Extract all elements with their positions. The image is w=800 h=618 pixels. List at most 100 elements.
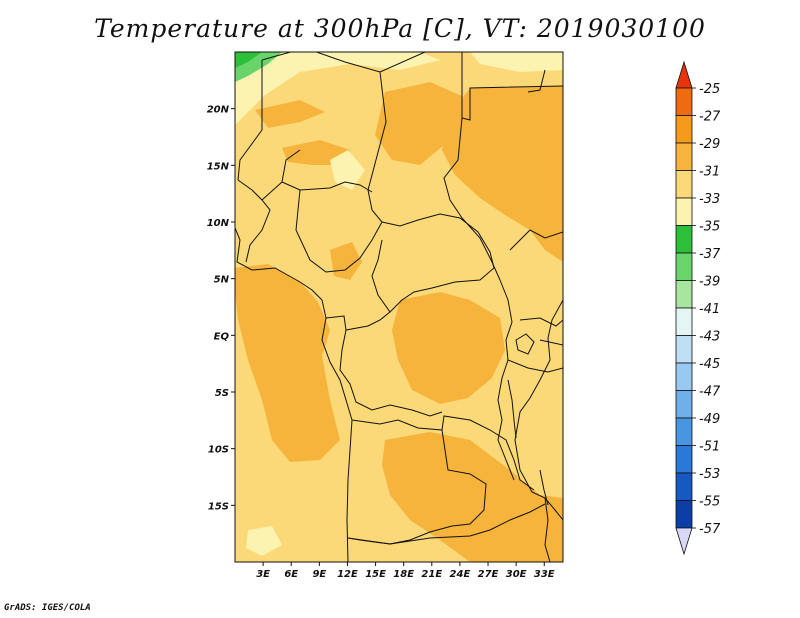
colorbar-segment <box>675 115 693 144</box>
colorbar-segment <box>675 87 693 116</box>
border-congo <box>339 329 443 417</box>
border-drc-east <box>497 279 515 481</box>
x-tick-label: 27E <box>478 569 499 580</box>
colorbar-segment <box>675 252 693 281</box>
colorbar-segment <box>675 170 693 199</box>
colorbar-label: -33 <box>699 192 720 207</box>
colorbar-segment <box>675 307 693 336</box>
x-tick-label: 18E <box>393 569 414 580</box>
chart-title: Temperature at 300hPa [C], VT: 201903010… <box>94 14 706 43</box>
border-kenya <box>539 339 563 346</box>
colorbar-label: -55 <box>699 495 720 510</box>
cool-pocket-center <box>330 150 365 190</box>
border-sudan <box>443 117 501 281</box>
colorbar-segment <box>675 390 693 419</box>
border-uganda <box>519 317 563 327</box>
border-tanzania <box>507 359 563 373</box>
warm-region-south <box>382 432 563 562</box>
border-burkina <box>261 149 301 201</box>
y-axis: 20N 15N 10N 5N EQ 5S 10S 15S <box>207 105 235 512</box>
border-mozambique <box>544 497 551 562</box>
colorbar-top-arrow <box>675 60 693 89</box>
y-tick-label: 15N <box>207 161 230 172</box>
colorbar-label: -29 <box>699 137 720 152</box>
border-zambia <box>441 415 535 491</box>
border-ethiopia <box>509 229 563 251</box>
border-niger-chad <box>367 71 387 223</box>
x-tick-label: 30E <box>506 569 527 580</box>
colorbar-label: -35 <box>699 220 720 235</box>
x-tick-label: 15E <box>365 569 386 580</box>
y-tick-label: 5N <box>214 275 230 286</box>
border-nigeria-cameroon <box>295 189 383 273</box>
border-namibia <box>347 529 491 545</box>
cool-pocket-southwest <box>246 526 282 556</box>
colorbar-label: -51 <box>699 440 720 455</box>
colorbar-segment <box>675 197 693 226</box>
colorbar-segment <box>675 472 693 501</box>
colorbar-label: -43 <box>699 330 720 345</box>
colorbar-label: -39 <box>699 275 720 290</box>
y-tick-label: 15S <box>208 501 229 512</box>
colorbar-bottom-arrow <box>675 527 693 556</box>
x-tick-label: 6E <box>284 569 298 580</box>
colorbar-segment <box>675 225 693 254</box>
map-frame <box>234 51 564 563</box>
colorbar-label: -49 <box>699 412 720 427</box>
y-tick-label: 10S <box>208 445 229 456</box>
x-axis: 3E 6E 9E 12E 15E 18E 21E 24E 27E 30E 33E <box>256 562 555 580</box>
x-tick-label: 9E <box>312 569 326 580</box>
border-cameroon-gabon <box>325 311 391 331</box>
warm-region-northwest-band <box>255 100 325 128</box>
colorbar-segment <box>675 500 693 529</box>
lake-victoria <box>515 333 535 355</box>
y-tick-label: 10N <box>207 218 230 229</box>
cold-pocket-northwest-core <box>235 52 262 68</box>
colorbar-label: -41 <box>699 302 720 317</box>
colorbar-label: -25 <box>699 82 720 97</box>
border-libya-egypt <box>461 52 563 121</box>
colorbar-label: -53 <box>699 467 720 482</box>
x-tick-label: 21E <box>421 569 442 580</box>
colorbar-segment <box>675 362 693 391</box>
colorbar-segment <box>675 280 693 309</box>
border-sahara-east <box>261 52 426 73</box>
borders <box>235 52 563 562</box>
warm-region-north-center <box>375 82 462 165</box>
colorbar-label: -31 <box>699 165 720 180</box>
x-tick-label: 3E <box>256 569 270 580</box>
border-westafrica <box>237 179 271 263</box>
grads-credit: GrADS: IGES/COLA <box>4 603 91 613</box>
colorbar-segment <box>675 417 693 446</box>
coastline-west <box>235 227 353 562</box>
x-tick-label: 33E <box>534 569 555 580</box>
colorbar: -25 -27 -29 -31 -33 -35 -37 -39 -41 -43 -45 -47 -49 -… <box>675 60 721 556</box>
cool-pocket-north-east <box>470 52 563 72</box>
temperature-field <box>235 52 563 562</box>
warm-region-northeast <box>442 86 563 262</box>
colorbar-label: -27 <box>699 110 721 125</box>
warm-region-gulf <box>235 264 340 462</box>
border-car <box>371 213 495 313</box>
colorbar-label: -47 <box>699 385 721 400</box>
border-zimbabwe <box>489 503 546 531</box>
x-tick-label: 12E <box>337 569 358 580</box>
lake-malawi <box>539 469 549 506</box>
colorbar-label: -45 <box>699 357 720 372</box>
colorbar-label: -57 <box>699 522 721 537</box>
colorbar-label: -37 <box>699 247 721 262</box>
y-tick-label: 5S <box>215 388 229 399</box>
lake-tanganyika <box>507 379 517 439</box>
x-tick-label: 24E <box>450 569 471 580</box>
colorbar-segment <box>675 142 693 171</box>
river-nile <box>527 69 546 93</box>
warm-region-congo <box>392 292 505 404</box>
border-sahara-west <box>237 60 263 181</box>
y-tick-label: 20N <box>207 105 230 116</box>
colorbar-segment <box>675 445 693 474</box>
cool-pocket-north <box>235 52 440 125</box>
colorbar-segment <box>675 335 693 364</box>
y-tick-label: EQ <box>214 331 230 342</box>
border-nigeria <box>281 181 373 193</box>
